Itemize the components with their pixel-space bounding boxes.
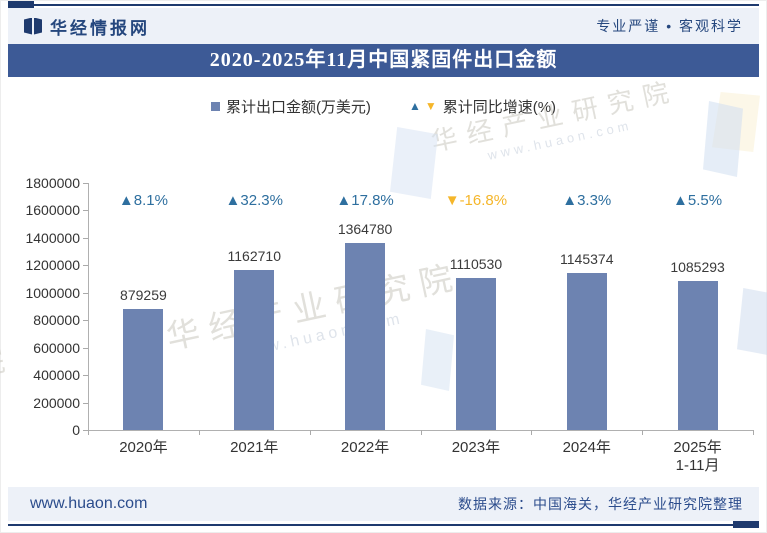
y-axis-label: 600000: [33, 339, 80, 356]
bar-value-label: 1110530: [449, 255, 503, 272]
growth-label: ▲5.5%: [673, 192, 723, 209]
growth-label: ▲32.3%: [225, 192, 283, 209]
y-axis-tick: [83, 237, 88, 239]
legend-item-bar: 累计出口金额(万美元): [210, 96, 371, 117]
footer-website: www.huaon.com: [30, 495, 148, 512]
growth-label: ▼-16.8%: [444, 192, 508, 209]
x-axis-tick: [753, 430, 754, 435]
growth-label: ▲17.8%: [336, 192, 394, 209]
book-logo-icon: [24, 17, 42, 35]
x-axis-tick: [198, 430, 200, 435]
chart-title: 2020-2025年11月中国紧固件出口金额: [8, 44, 759, 77]
bar-value-label: 1085293: [670, 259, 725, 276]
header-tagline: 专业严谨 • 客观科学: [596, 18, 743, 34]
bar: [677, 281, 718, 430]
bar-value-label: 1364780: [337, 220, 393, 237]
bar: [234, 270, 275, 430]
x-axis-tick: [309, 430, 311, 435]
y-axis-label: 400000: [33, 367, 80, 384]
top-accent-line: [8, 4, 759, 6]
x-axis-label: 2024年: [562, 439, 611, 456]
logo-text: 华经情报网: [50, 18, 150, 38]
legend-growth-label: 累计同比增速(%): [442, 98, 557, 116]
y-axis-tick: [83, 265, 88, 267]
bar: [566, 272, 607, 430]
y-axis-tick: [83, 375, 88, 377]
x-axis-label: 2023年: [451, 439, 501, 456]
y-axis-tick: [83, 183, 88, 184]
y-axis-label: 1800000: [25, 175, 80, 191]
x-axis-label: 2022年: [340, 439, 390, 456]
legend-bar-label: 累计出口金额(万美元): [225, 98, 371, 116]
y-axis-tick: [83, 292, 88, 294]
legend-item-growth: ▲ ▼ 累计同比增速(%): [409, 96, 556, 117]
bottom-accent-cap: [733, 521, 759, 528]
y-axis-tick: [83, 320, 88, 322]
y-axis-line: [88, 183, 89, 431]
bar-swatch-icon: [210, 101, 220, 111]
x-axis-label: 2021年: [230, 439, 279, 456]
y-axis-label: 0: [72, 422, 80, 438]
y-axis-label: 800000: [33, 312, 80, 329]
logo: 华经情报网: [24, 14, 150, 39]
y-axis-tick: [83, 347, 88, 349]
growth-label: ▲8.1%: [118, 192, 168, 209]
growth-label: ▲3.3%: [562, 192, 612, 209]
x-axis-tick: [420, 430, 422, 435]
y-axis-label: 1400000: [25, 229, 80, 246]
y-axis-label: 1600000: [25, 202, 80, 219]
x-axis-tick: [88, 430, 89, 435]
bar-value-label: 1145374: [560, 250, 614, 267]
bar: [123, 309, 164, 430]
x-axis-tick: [642, 430, 644, 435]
x-axis-label: 2025年 1-11月: [673, 439, 722, 474]
y-axis-label: 1000000: [25, 284, 80, 301]
footer: www.huaon.com 数据来源：中国海关，华经产业研究院整理: [8, 487, 759, 521]
triangle-up-icon: ▲: [408, 99, 421, 113]
bar: [345, 242, 386, 430]
y-axis-tick: [83, 430, 88, 431]
triangle-down-icon: ▼: [424, 99, 437, 113]
y-axis-label: 1200000: [25, 257, 80, 274]
legend: 累计出口金额(万美元) ▲ ▼ 累计同比增速(%): [0, 96, 767, 116]
bar-value-label: 1162710: [227, 248, 281, 265]
y-axis-tick: [83, 210, 88, 212]
bar-value-label: 879259: [120, 287, 167, 304]
y-axis-label: 200000: [33, 394, 80, 411]
bar: [455, 277, 496, 430]
header: 华经情报网 专业严谨 • 客观科学: [8, 8, 759, 44]
footer-data-source: 数据来源：中国海关，华经产业研究院整理: [458, 496, 743, 512]
x-axis-tick: [531, 430, 533, 435]
x-axis-label: 2020年: [119, 439, 168, 456]
y-axis-tick: [83, 402, 88, 404]
bottom-accent-line: [8, 524, 759, 526]
